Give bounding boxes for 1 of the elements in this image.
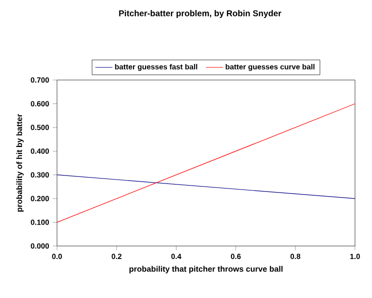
chart-title: Pitcher-batter problem, by Robin Snyder (119, 10, 282, 18)
